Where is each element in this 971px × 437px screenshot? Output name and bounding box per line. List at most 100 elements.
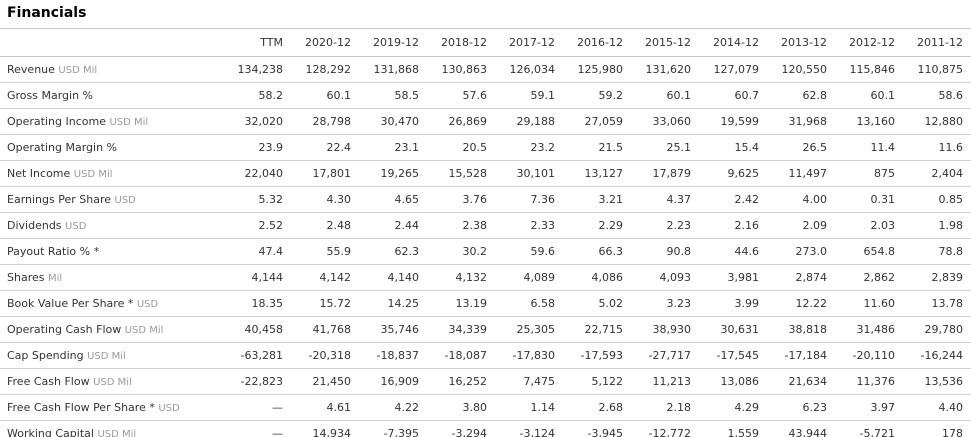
cell-value: 31,968 xyxy=(768,108,836,135)
cell-value: 4.37 xyxy=(632,186,700,213)
row-label: Dividends USD xyxy=(0,212,235,239)
row-label-text: Operating Income xyxy=(7,115,106,128)
row-label-text: Free Cash Flow xyxy=(7,375,90,388)
cell-value: -18,087 xyxy=(428,342,496,369)
cell-value: 19,599 xyxy=(700,108,768,135)
cell-value: 2.44 xyxy=(360,212,428,239)
row-unit: Mil xyxy=(47,273,63,284)
cell-value: -3,124 xyxy=(496,420,564,437)
cell-value: 2.68 xyxy=(564,394,632,421)
cell-value: 2.33 xyxy=(496,212,564,239)
cell-value: 4.22 xyxy=(360,394,428,421)
row-label: Shares Mil xyxy=(0,264,235,291)
cell-value: 14.25 xyxy=(360,290,428,317)
cell-value: 2,862 xyxy=(836,264,904,291)
row-label: Book Value Per Share * USD xyxy=(0,290,235,317)
cell-value: 4,144 xyxy=(235,264,292,291)
cell-value: 11.6 xyxy=(904,134,971,161)
cell-value: -17,184 xyxy=(768,342,836,369)
row-label-text: Revenue xyxy=(7,63,55,76)
cell-value: 62.3 xyxy=(360,238,428,265)
cell-value: -16,244 xyxy=(904,342,971,369)
cell-value: 11.60 xyxy=(836,290,904,317)
cell-value: 3.99 xyxy=(700,290,768,317)
row-label: Working Capital USD Mil xyxy=(0,420,235,437)
cell-value: 44.6 xyxy=(700,238,768,265)
row-label-text: Cap Spending xyxy=(7,349,84,362)
cell-value: 11.4 xyxy=(836,134,904,161)
cell-value: 125,980 xyxy=(564,56,632,83)
cell-value: 33,060 xyxy=(632,108,700,135)
row-label: Cap Spending USD Mil xyxy=(0,342,235,369)
cell-value: 11,497 xyxy=(768,160,836,187)
cell-value: -17,830 xyxy=(496,342,564,369)
cell-value: 4,089 xyxy=(496,264,564,291)
cell-value: 2.23 xyxy=(632,212,700,239)
cell-value: 4,093 xyxy=(632,264,700,291)
cell-value: -3,945 xyxy=(564,420,632,437)
cell-value: 17,801 xyxy=(292,160,360,187)
cell-value: 13,536 xyxy=(904,368,971,395)
cell-value: 35,746 xyxy=(360,316,428,343)
row-unit: USD Mil xyxy=(97,429,137,437)
cell-value: 13.78 xyxy=(904,290,971,317)
cell-value: 26,869 xyxy=(428,108,496,135)
cell-value: 7.36 xyxy=(496,186,564,213)
cell-value: 27,059 xyxy=(564,108,632,135)
cell-value: 16,909 xyxy=(360,368,428,395)
cell-value: 59.1 xyxy=(496,82,564,109)
table-row: Free Cash Flow USD Mil -22,823 21,450 16,90… xyxy=(0,368,971,395)
cell-value: 21,634 xyxy=(768,368,836,395)
cell-value: -20,110 xyxy=(836,342,904,369)
cell-value: -12,772 xyxy=(632,420,700,437)
cell-value: 30,631 xyxy=(700,316,768,343)
row-label: Net Income USD Mil xyxy=(0,160,235,187)
row-unit: USD xyxy=(158,403,180,414)
cell-value: 134,238 xyxy=(235,56,292,83)
cell-value: 13,127 xyxy=(564,160,632,187)
cell-value: 178 xyxy=(904,420,971,437)
table-row: Cap Spending USD Mil -63,281 -20,318 -18,83… xyxy=(0,342,971,369)
cell-value: 23.9 xyxy=(235,134,292,161)
table-row: Payout Ratio % * 47.4 55.9 62.3 30.2 59.6 66.3… xyxy=(0,238,971,265)
cell-value: 110,875 xyxy=(904,56,971,83)
row-label-text: Earnings Per Share xyxy=(7,193,112,206)
cell-value: 26.5 xyxy=(768,134,836,161)
cell-value: 90.8 xyxy=(632,238,700,265)
row-label-text: Payout Ratio % * xyxy=(7,245,100,258)
cell-value: 2,874 xyxy=(768,264,836,291)
column-header: 2017-12 xyxy=(496,28,564,57)
cell-value: 3.76 xyxy=(428,186,496,213)
cell-value: 38,818 xyxy=(768,316,836,343)
cell-value: 1.14 xyxy=(496,394,564,421)
row-label: Free Cash Flow USD Mil xyxy=(0,368,235,395)
cell-value: 58.6 xyxy=(904,82,971,109)
cell-value: 11,213 xyxy=(632,368,700,395)
cell-value: 28,798 xyxy=(292,108,360,135)
header-corner-cell xyxy=(0,28,235,57)
cell-value: 78.8 xyxy=(904,238,971,265)
row-label: Payout Ratio % * xyxy=(0,238,235,265)
table-row: Earnings Per Share USD 5.32 4.30 4.65 3.76 7.… xyxy=(0,186,971,213)
cell-value: 131,620 xyxy=(632,56,700,83)
cell-value: 3.80 xyxy=(428,394,496,421)
cell-value: 22,715 xyxy=(564,316,632,343)
row-unit: USD xyxy=(136,299,159,310)
cell-value: 2.09 xyxy=(768,212,836,239)
cell-value: 9,625 xyxy=(700,160,768,187)
cell-value: 3,981 xyxy=(700,264,768,291)
row-label-text: Gross Margin % xyxy=(7,89,94,102)
cell-value: 4,132 xyxy=(428,264,496,291)
cell-value: -17,545 xyxy=(700,342,768,369)
row-unit: USD Mil xyxy=(58,65,98,76)
cell-value: 58.5 xyxy=(360,82,428,109)
cell-value: 21.5 xyxy=(564,134,632,161)
table-header-row: TTM 2020-12 2019-12 2018-12 2017-12 2016-12 20… xyxy=(0,28,971,57)
row-unit: USD xyxy=(65,221,87,232)
table-row: Shares Mil 4,144 4,142 4,140 4,132 4,089 4,086… xyxy=(0,264,971,291)
cell-value: 130,863 xyxy=(428,56,496,83)
cell-value: -3,294 xyxy=(428,420,496,437)
row-label: Revenue USD Mil xyxy=(0,56,235,83)
cell-value: 2.38 xyxy=(428,212,496,239)
cell-value: 4,142 xyxy=(292,264,360,291)
